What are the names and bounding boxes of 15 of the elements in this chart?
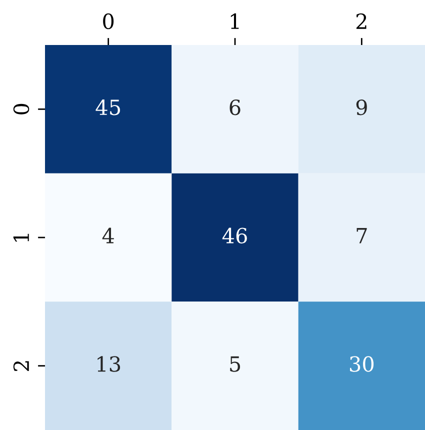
x-tick-label: 2: [356, 13, 366, 29]
data-label: 45: [96, 99, 120, 116]
data-label: 46: [222, 228, 247, 244]
data-label: 7: [356, 228, 367, 244]
data-label: 5: [230, 356, 240, 372]
data-label: 4: [102, 228, 114, 244]
y-tick-label: 1: [13, 234, 29, 242]
data-label: 30: [350, 356, 374, 372]
y-tick-label: 0: [13, 104, 30, 114]
data-label: 13: [98, 356, 120, 372]
data-label: 6: [230, 99, 240, 116]
x-tick-label: 1: [230, 13, 239, 29]
data-label: 9: [356, 99, 367, 116]
x-tick-label: 0: [103, 13, 114, 30]
y-tick-label: 2: [13, 361, 29, 372]
